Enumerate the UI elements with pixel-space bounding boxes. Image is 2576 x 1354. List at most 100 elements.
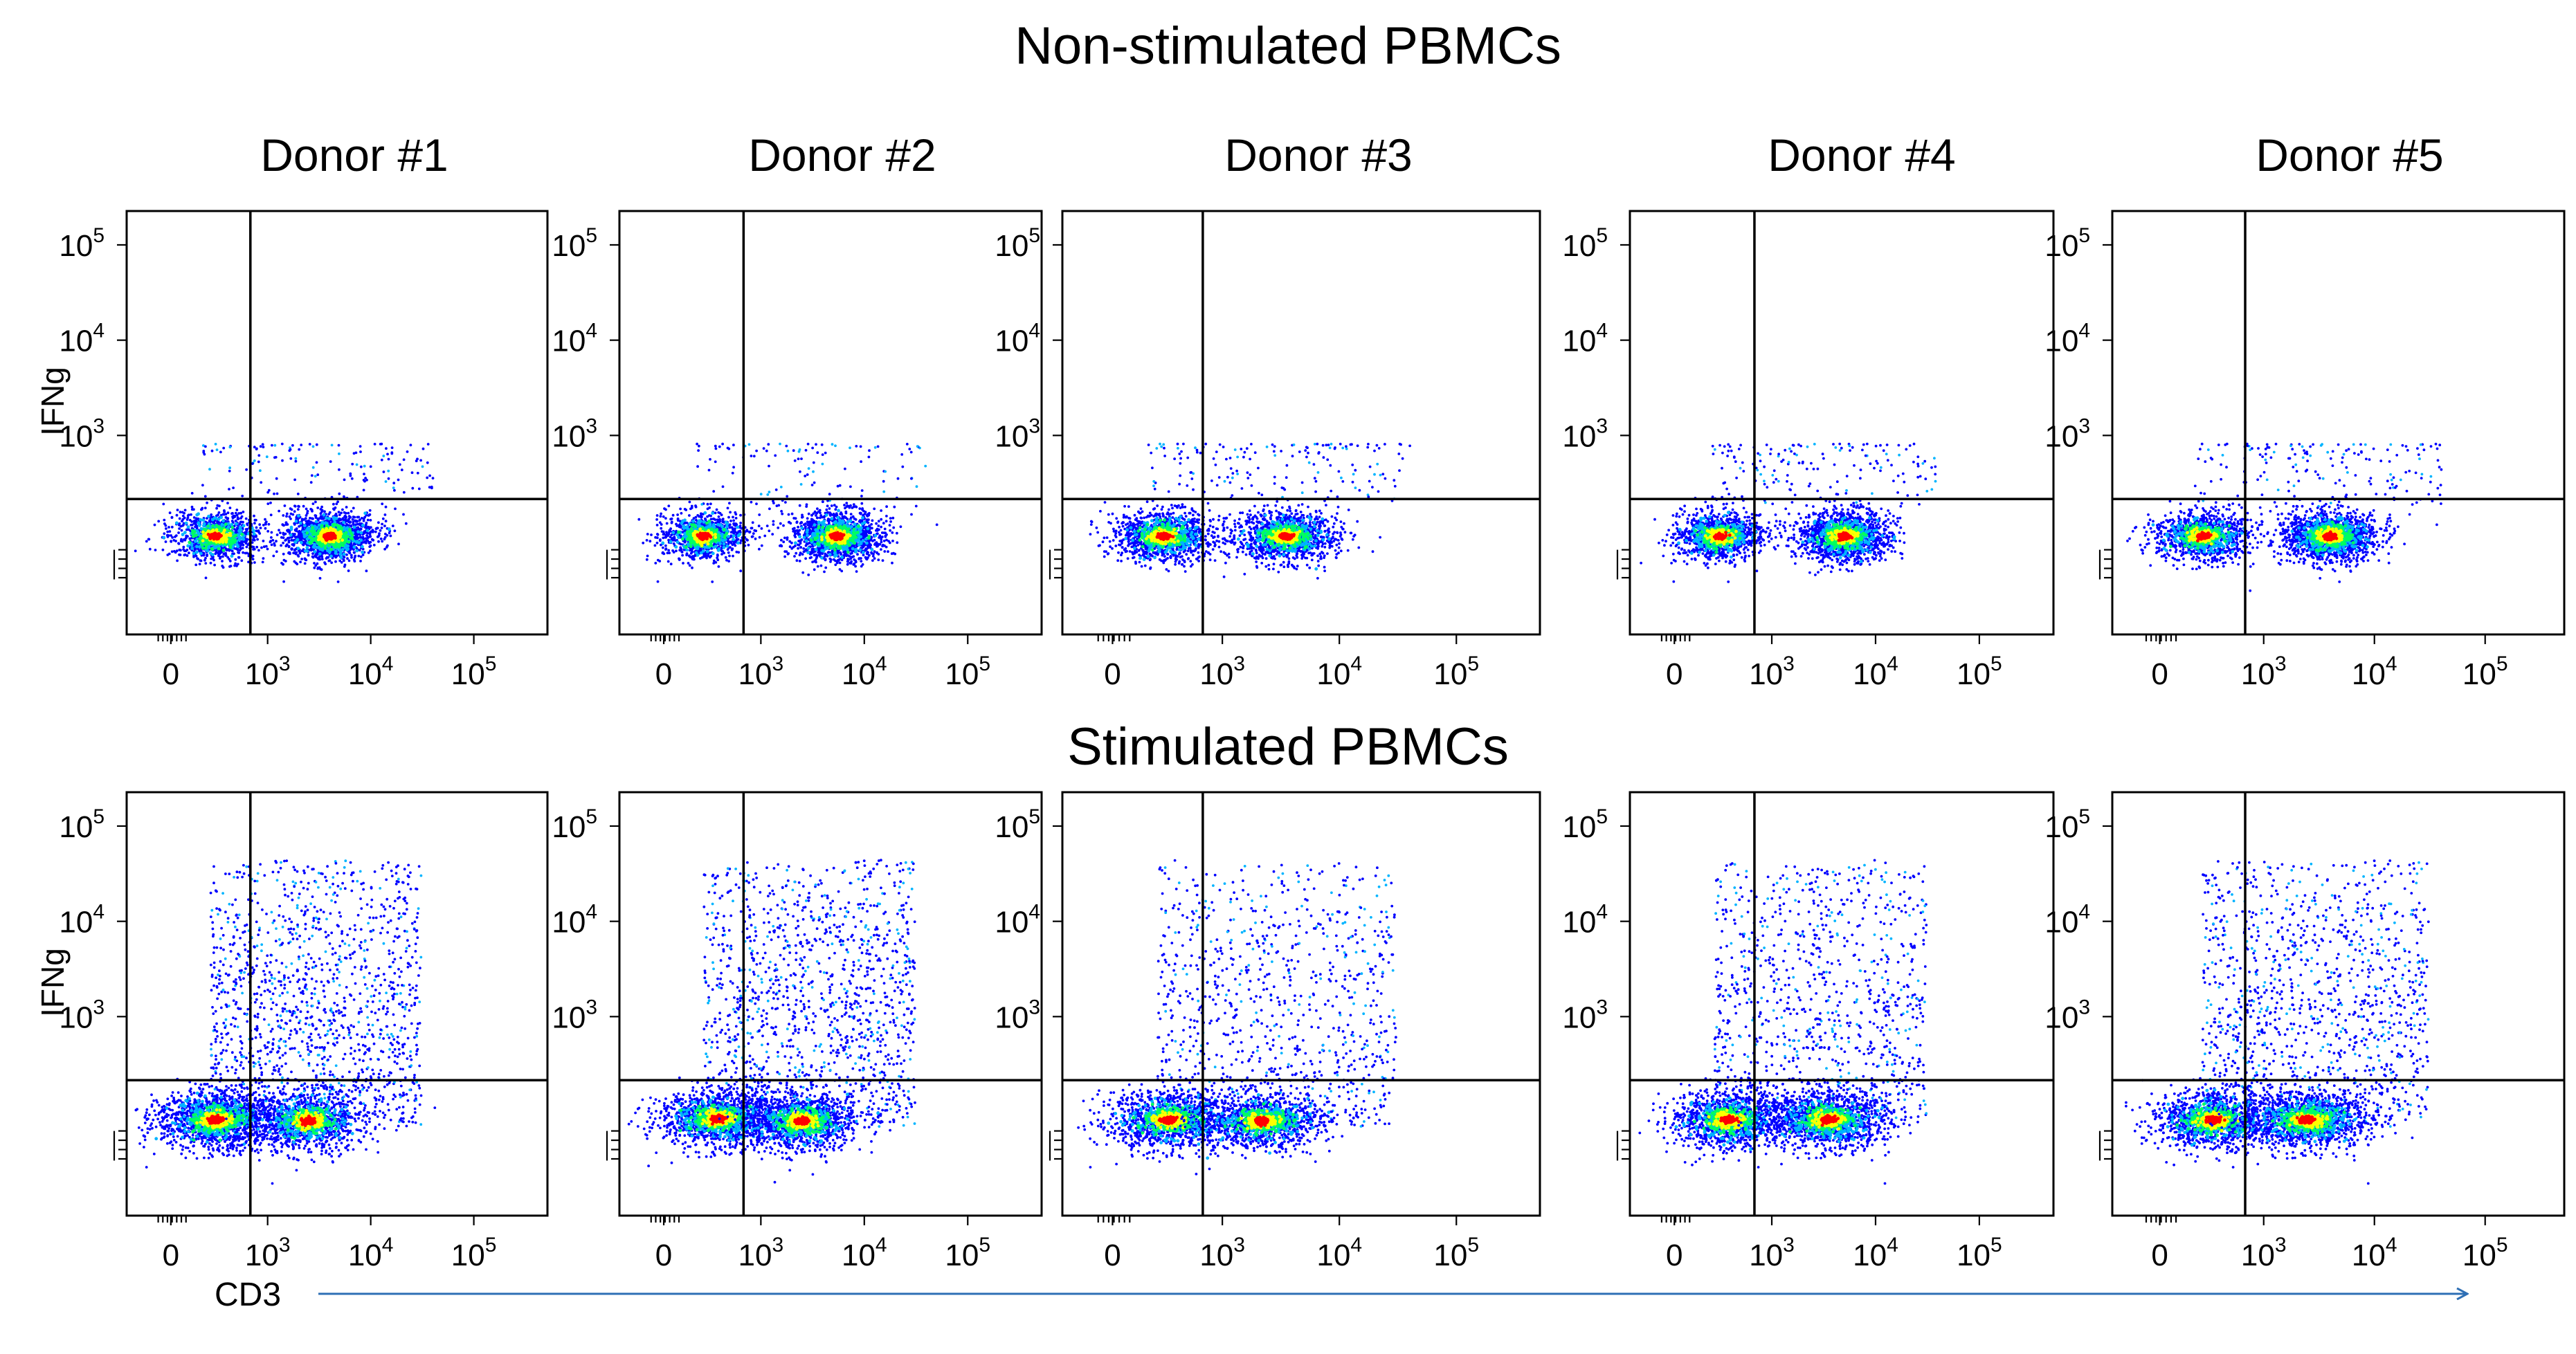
event-dot — [359, 560, 362, 562]
event-dot — [373, 443, 377, 446]
event-dot — [650, 533, 653, 536]
event-dot — [177, 531, 180, 534]
event-dot — [192, 516, 196, 519]
event-dot — [739, 569, 743, 573]
event-dot — [231, 512, 234, 515]
event-dot — [302, 543, 305, 547]
event-dot — [358, 549, 361, 552]
event-dot — [157, 520, 161, 523]
event-dot — [245, 468, 248, 471]
event-dot — [181, 511, 184, 514]
event-dot — [734, 544, 737, 547]
event-dot — [363, 511, 368, 515]
event-dot — [315, 461, 318, 464]
event-dot — [183, 509, 187, 512]
event-dot — [186, 544, 190, 548]
event-dot — [290, 547, 293, 550]
event-dot — [235, 509, 239, 511]
event-dot — [352, 452, 356, 455]
event-dot — [662, 515, 665, 518]
event-dot — [172, 539, 176, 542]
event-dot — [212, 521, 215, 524]
event-dot — [363, 464, 366, 468]
event-dot — [696, 442, 698, 446]
event-dot — [393, 488, 396, 492]
event-dot — [302, 504, 305, 508]
event-dot — [203, 506, 207, 510]
event-dot — [252, 529, 255, 533]
event-dot — [726, 446, 729, 450]
event-dot — [192, 555, 195, 558]
event-dot — [343, 556, 346, 559]
event-dot — [293, 528, 297, 531]
event-dot — [166, 536, 170, 538]
event-dot — [283, 504, 287, 507]
event-dot — [316, 473, 320, 477]
event-dot — [901, 465, 905, 468]
event-dot — [251, 558, 255, 560]
event-dot — [699, 557, 702, 560]
event-dot — [257, 454, 261, 457]
event-dot — [415, 459, 418, 463]
event-dot — [786, 495, 789, 498]
event-dot — [237, 556, 241, 559]
event-dot — [655, 518, 658, 521]
event-dot — [384, 480, 388, 483]
event-dot — [223, 509, 226, 512]
event-dot — [393, 529, 397, 533]
event-dot — [200, 543, 204, 547]
event-dot — [356, 515, 359, 519]
event-dot — [262, 446, 265, 448]
event-dot — [224, 540, 228, 544]
event-dot — [747, 443, 751, 446]
event-dot — [732, 554, 734, 558]
event-dot — [228, 560, 232, 562]
event-dot — [258, 523, 262, 527]
event-dot — [315, 545, 318, 549]
donor-label-2: Donor #2 — [748, 129, 936, 181]
event-dot — [242, 511, 245, 513]
event-dot — [336, 500, 339, 504]
event-dot — [664, 517, 667, 520]
event-dot — [178, 527, 181, 530]
event-dot — [356, 530, 360, 534]
event-dot — [421, 465, 424, 468]
event-dot — [361, 550, 364, 554]
event-dot — [739, 539, 743, 542]
event-dot — [273, 456, 276, 459]
event-dot — [186, 525, 190, 529]
event-dot — [253, 459, 256, 462]
event-dot — [727, 551, 730, 554]
event-dot — [311, 445, 315, 448]
event-dot — [357, 554, 361, 558]
event-dot — [402, 513, 405, 516]
event-dot — [309, 517, 311, 520]
event-dot — [245, 545, 248, 549]
event-dot — [348, 527, 352, 531]
event-dot — [860, 489, 864, 492]
event-dot — [347, 540, 351, 544]
event-dot — [811, 446, 814, 450]
event-dot — [715, 508, 718, 511]
event-dot — [831, 443, 834, 446]
event-dot — [219, 450, 222, 454]
event-dot — [804, 448, 808, 452]
event-dot — [303, 562, 307, 565]
event-dot — [816, 451, 819, 455]
plot-frame — [618, 210, 1043, 636]
event-dot — [364, 540, 367, 543]
event-dot — [745, 529, 749, 531]
event-dot — [717, 515, 720, 518]
event-dot — [404, 522, 408, 525]
event-dot — [282, 536, 285, 540]
event-dot — [364, 477, 367, 479]
event-dot — [206, 501, 208, 504]
event-dot — [359, 465, 363, 468]
event-dot — [329, 554, 333, 558]
event-dot — [768, 464, 770, 468]
event-dot — [411, 486, 415, 490]
event-dot — [212, 558, 215, 562]
event-dot — [266, 547, 269, 551]
event-dot — [645, 558, 648, 561]
event-dot — [747, 543, 750, 547]
